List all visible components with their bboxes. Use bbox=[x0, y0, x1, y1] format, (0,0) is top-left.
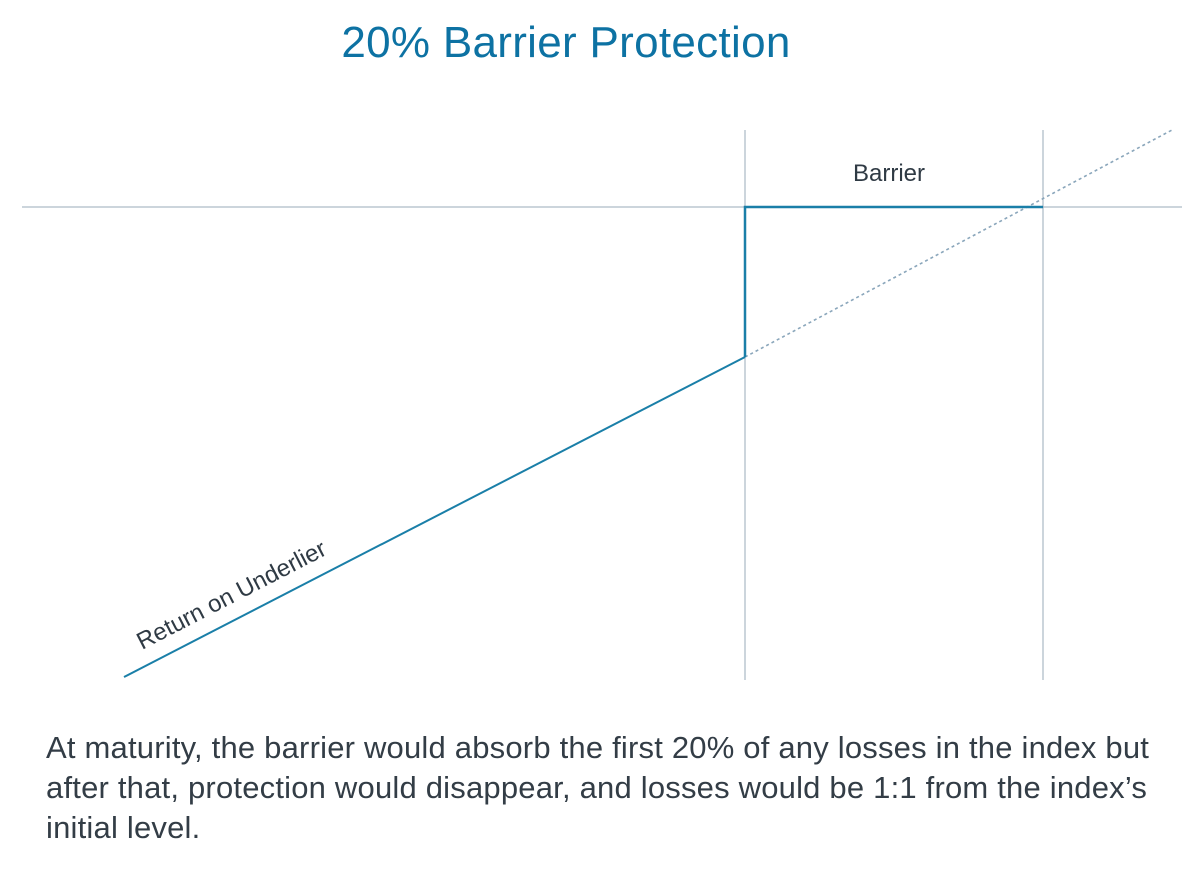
barrier-payoff-line bbox=[743, 205, 1043, 357]
underlier-dotted-line bbox=[744, 129, 1173, 358]
barrier-label: Barrier bbox=[853, 160, 925, 187]
underlier-return-line bbox=[123, 356, 746, 678]
caption-text: At maturity, the barrier would absorb th… bbox=[46, 730, 1150, 845]
page-title: 20% Barrier Protection bbox=[341, 18, 791, 67]
underlier-label: Return on Underlier bbox=[132, 535, 331, 655]
